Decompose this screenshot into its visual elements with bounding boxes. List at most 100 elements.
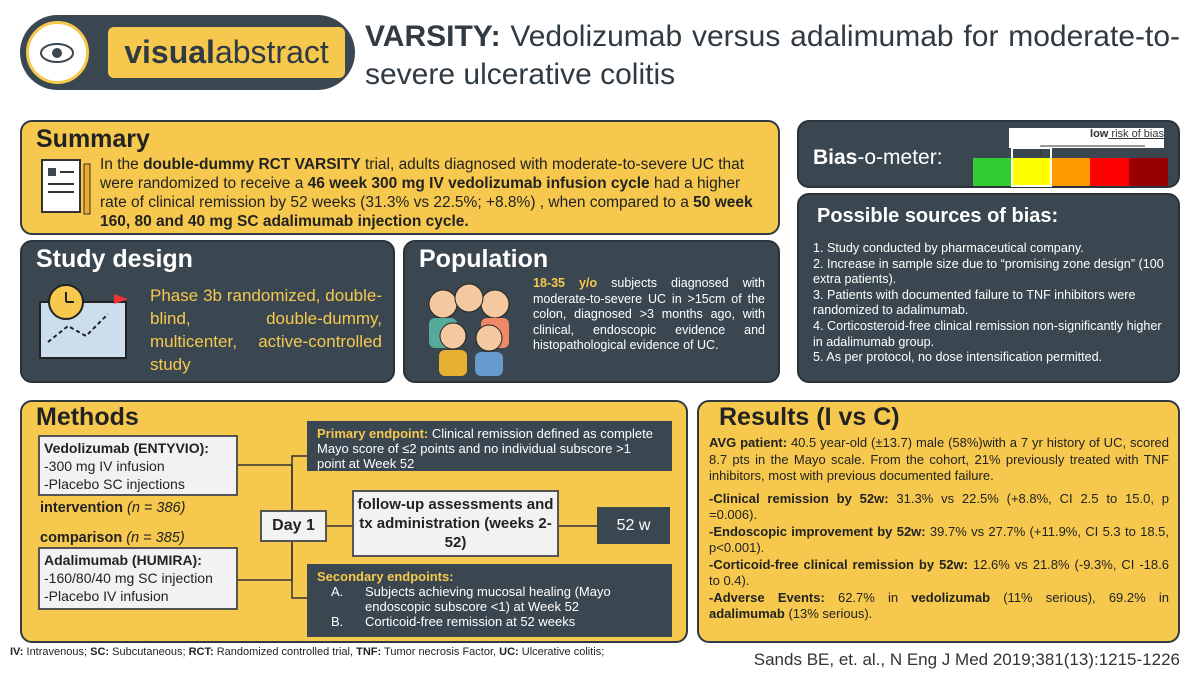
text: (13% serious). [784, 606, 873, 621]
text: double-dummy RCT VARSITY [143, 156, 361, 173]
logo: visualabstract [20, 15, 355, 90]
methods-box: Methods Vedolizumab (ENTYVIO): -300 mg IV… [20, 400, 688, 643]
text: (11% serious), 69.2% in [990, 589, 1169, 605]
text: vedolizumab [911, 589, 991, 605]
text: 62.7% in [824, 589, 912, 605]
text: (n = 386) [122, 500, 186, 516]
text: Ulcerative colitis; [518, 646, 605, 658]
text: low [1090, 128, 1109, 140]
start-box: Day 1 [260, 510, 327, 542]
list-item: 2. Increase in sample size due to “promi… [813, 256, 1164, 287]
summary-heading: Summary [36, 125, 150, 153]
results-heading: Results (I vs C) [719, 403, 900, 431]
text: -Endoscopic improvement by 52w: [709, 523, 926, 539]
text: SC: [90, 646, 110, 658]
logo-emblem [26, 21, 89, 84]
text: Subjects achieving mucosal healing (Mayo… [365, 584, 611, 614]
text: subjects diagnosed with moderate-to-seve… [533, 276, 765, 352]
text: 12.6% vs 21.8% (-9.3%, CI -18.6 to 0.4). [709, 556, 1169, 589]
text: Corticoid-free remission at 52 weeks [365, 614, 576, 629]
bias-meter-label: low risk of bias [1009, 128, 1164, 148]
text: -o-meter: [857, 146, 943, 169]
population-icon [428, 283, 510, 376]
bias-meter-heading: Bias-o-meter: [813, 146, 943, 170]
end-box: 52 w [597, 507, 670, 544]
population-box: Population 18-35 y/o subjects diagnosed … [403, 240, 780, 383]
results-box: Results (I vs C) AVG patient: 40.5 year-… [697, 400, 1180, 643]
sources-heading: Possible sources of bias: [817, 205, 1059, 227]
text: comparison [40, 530, 123, 546]
text: -Adverse Events: [709, 589, 825, 605]
arm-title: Vedolizumab (ENTYVIO): [44, 440, 209, 456]
text: 18-35 y/o [533, 276, 598, 290]
comparison-arm-box: Adalimumab (HUMIRA): -160/80/40 mg SC inj… [38, 547, 238, 610]
text: 46 week 300 mg IV vedolizumab infusion c… [307, 175, 650, 192]
list-item: 3. Patients with documented failure to T… [813, 287, 1136, 318]
summary-box: Summary In the double-dummy RCT VARSITY … [20, 120, 780, 235]
methods-heading: Methods [36, 403, 139, 431]
text: 50 week 160, 80 and 40 mg SC adalimumab … [100, 194, 753, 230]
arm-line: -160/80/40 mg SC injection [44, 570, 213, 586]
list-item: 5. As per protocol, no dose intensificat… [813, 350, 1103, 365]
text: In the [100, 156, 144, 173]
logo-text-bold: visual [124, 34, 215, 70]
bias-meter-scale [973, 145, 1168, 187]
text: Subcutaneous; [109, 646, 189, 658]
primary-endpoint-box: Primary endpoint: Clinical remission def… [307, 421, 672, 471]
secondary-endpoints-box: Secondary endpoints: A. Subjects achievin… [307, 564, 672, 637]
study-design-box: Study design Phase 3b randomized, double… [20, 240, 395, 383]
bias-meter-box: Bias-o-meter: low risk of bias [797, 120, 1180, 188]
text: -Corticoid-free clinical remission by 52… [709, 556, 968, 572]
text: had a higher rate of clinical remission … [100, 175, 741, 211]
text: Bias [813, 146, 858, 169]
population-heading: Population [419, 245, 549, 273]
intervention-arm-box: Vedolizumab (ENTYVIO): -300 mg IV infusio… [38, 435, 238, 496]
text: Tumor necrosis Factor, [381, 646, 500, 658]
title: VARSITY: Vedolizumab versus adalimumab f… [365, 18, 1180, 94]
text: Intravenous; [23, 646, 91, 658]
title-text: Vedolizumab versus adalimumab for modera… [365, 20, 1180, 91]
marker: A. [331, 584, 344, 599]
text: (n = 385) [122, 530, 185, 546]
result-item: -Adverse Events: 62.7% in vedolizumab (1… [709, 590, 1169, 623]
intervention-label: intervention (n = 386) [40, 500, 185, 516]
abbreviations: IV: Intravenous; SC: Subcutaneous; RCT: … [10, 646, 650, 659]
population-text: 18-35 y/o subjects diagnosed with modera… [533, 276, 765, 354]
arm-line: -300 mg IV infusion [44, 458, 165, 474]
text: IV: [10, 646, 24, 658]
results-text: AVG patient: 40.5 year-old (±13.7) male … [709, 435, 1169, 623]
logo-eye [40, 43, 74, 63]
text: 40.5 year-old (±13.7) male (58%)with a 7… [709, 435, 1169, 483]
citation: Sands BE, et. al., N Eng J Med 2019;381(… [753, 650, 1180, 669]
text: 31.3% vs 22.5% (+8.8%, CI 2.5 to 15.0, p… [709, 490, 1170, 523]
average-patient: AVG patient: 40.5 year-old (±13.7) male … [709, 435, 1169, 485]
text: TNF: [356, 646, 382, 658]
text: RCT: [188, 646, 214, 658]
arm-line: -Placebo IV infusion [44, 588, 169, 604]
study-design-icon [39, 284, 128, 359]
text: risk of bias [1108, 128, 1164, 140]
arm-title: Adalimumab (HUMIRA): [44, 552, 202, 568]
result-item: -Endoscopic improvement by 52w: 39.7% vs… [709, 524, 1169, 557]
study-design-text: Phase 3b randomized, double-blind, doubl… [150, 286, 382, 374]
summary-icon [41, 159, 91, 215]
text: UC: [499, 646, 519, 658]
text: -Clinical remission by 52w: [709, 490, 889, 506]
list-item: A. Subjects achieving mucosal healing (Ma… [317, 584, 662, 614]
text: AVG patient: [709, 435, 788, 450]
result-item: -Clinical remission by 52w: 31.3% vs 22.… [709, 491, 1169, 524]
list-item: 1. Study conducted by pharmaceutical com… [813, 241, 1084, 255]
methods-connectors [238, 455, 597, 599]
text: adalimumab [709, 606, 785, 621]
text: 39.7% vs 27.7% (+11.9%, CI 5.3 to 18.5, … [709, 523, 1170, 556]
text: Primary endpoint: [317, 426, 429, 441]
sources-box: Possible sources of bias: 1. Study condu… [797, 193, 1180, 383]
study-design-heading: Study design [36, 245, 193, 273]
text: intervention [40, 500, 123, 516]
sources-list: 1. Study conducted by pharmaceutical com… [813, 241, 1173, 366]
logo-text-light: abstract [214, 34, 329, 70]
summary-text: In the double-dummy RCT VARSITY trial, a… [100, 155, 770, 231]
comparison-label: comparison (n = 385) [40, 530, 185, 546]
marker: B. [331, 614, 344, 629]
